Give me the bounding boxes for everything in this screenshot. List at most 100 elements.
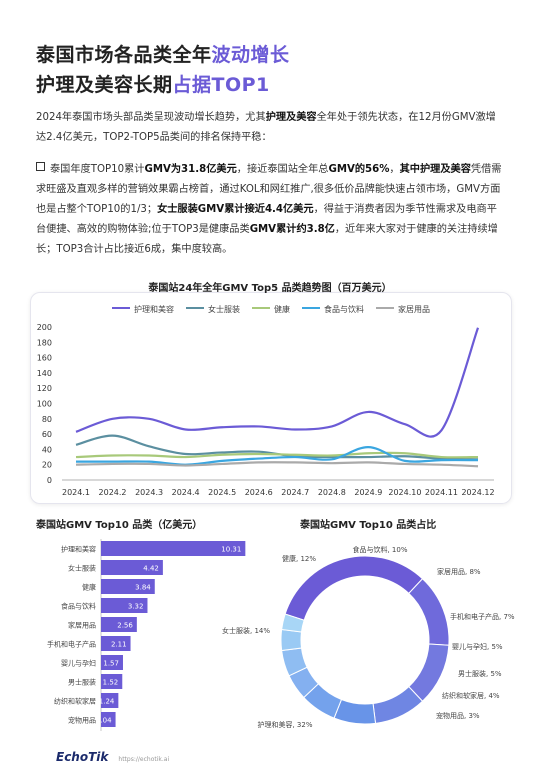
y-tick-label: 140 (37, 369, 52, 378)
y-tick-label: 60 (42, 430, 52, 439)
x-tick-label: 2024.8 (318, 488, 346, 497)
pie-slice-label: 宠物用品, 3% (436, 711, 480, 720)
bullet-bold: 其中护理及美容 (399, 164, 471, 175)
legend-swatch (302, 307, 320, 309)
bullet-bold: GMV累计约3.8亿 (249, 224, 335, 235)
series-line (75, 461, 479, 468)
bar (101, 598, 148, 613)
bar-category-label: 女士服装 (68, 564, 96, 573)
pie-slice-label: 食品与饮料, 10% (352, 545, 407, 554)
bar (101, 541, 246, 556)
pie-slice (408, 578, 450, 646)
bar (101, 636, 131, 651)
bar-value-label: 1.04 (96, 717, 112, 725)
checkbox-icon (36, 162, 45, 171)
legend-item: 女士服装 (186, 305, 240, 314)
y-tick-label: 120 (37, 384, 52, 393)
bullet-bold: GMV的56% (328, 164, 390, 175)
pie-slice-label: 婴儿与孕妇, 5% (452, 642, 503, 651)
legend-item: 食品与饮料 (302, 305, 364, 314)
x-tick-label: 2024.11 (425, 488, 458, 497)
legend-label: 女士服装 (208, 305, 240, 314)
pie-slice (284, 555, 424, 621)
y-tick-label: 80 (42, 415, 52, 424)
bar-category-label: 家居用品 (68, 621, 96, 630)
bar-value-label: 4.42 (143, 565, 159, 573)
legend-swatch (252, 307, 270, 309)
x-tick-label: 2024.3 (135, 488, 163, 497)
bar-value-label: 1.52 (103, 679, 119, 687)
bullet-text: ， (389, 164, 400, 175)
y-tick-label: 0 (47, 476, 52, 485)
pie-slice (281, 613, 305, 633)
y-tick-label: 160 (37, 354, 52, 363)
legend-label: 健康 (274, 305, 290, 314)
title-part-a: 护理及美容长期 (36, 74, 173, 96)
y-tick-label: 180 (37, 338, 52, 347)
y-tick-label: 20 (42, 461, 52, 470)
legend-item: 护理和美容 (112, 305, 174, 314)
bar (101, 617, 137, 632)
x-tick-label: 2024.1 (62, 488, 90, 497)
legend-label: 家居用品 (398, 305, 430, 314)
bar (101, 674, 123, 689)
legend-item: 家居用品 (376, 305, 430, 314)
bar-value-label: 1.57 (103, 660, 119, 668)
x-tick-label: 2024.2 (99, 488, 127, 497)
title-highlight: 波动增长 (211, 44, 290, 66)
legend-swatch (376, 307, 394, 309)
footer-url: https://echotik.ai (118, 756, 170, 763)
pie-slice-label: 家居用品, 8% (437, 567, 481, 576)
bar-value-label: 2.11 (111, 641, 127, 649)
legend-item: 健康 (252, 305, 290, 314)
bar-value-label: 3.84 (135, 584, 151, 592)
bar (101, 655, 123, 670)
legend-swatch (186, 307, 204, 309)
y-tick-label: 200 (37, 323, 52, 332)
x-tick-label: 2024.6 (245, 488, 273, 497)
bar-value-label: 2.56 (117, 622, 133, 630)
bar-value-label: 1.24 (99, 698, 115, 706)
x-tick-label: 2024.5 (208, 488, 236, 497)
bar-category-label: 宠物用品 (68, 716, 96, 725)
line-chart-panel (30, 292, 512, 504)
pie-slice-label: 女士服装, 14% (222, 626, 270, 635)
title-highlight: 占据TOP1 (172, 74, 270, 96)
pie-slice-label: 护理和美容, 32% (257, 720, 312, 729)
bullet-text: 凭借需求旺盛及直观多样的营销效果霸占榜首，通过KOL和网红推广,很多低价品牌能快… (36, 164, 502, 215)
bullet-bold: GMV为31.8亿美元 (144, 164, 237, 175)
series-line (76, 446, 479, 466)
brand-logo: EchoTik (56, 750, 109, 764)
bullet-paragraph: 泰国年度TOP10累计GMV为31.8亿美元，接近泰国站全年总GMV的56%，其… (36, 160, 506, 260)
bar-category-label: 健康 (82, 583, 96, 592)
bar-category-label: 手机和电子产品 (47, 640, 96, 649)
bullet-text: ，得益于消费者因为季节性需求及电商平台便捷、高效的购物体验;位于TOP3是健康品… (36, 204, 497, 235)
pie-slice-label: 健康, 12% (282, 554, 316, 563)
pie-chart-title: 泰国站GMV Top10 品类占比 (300, 520, 437, 531)
y-tick-label: 100 (37, 400, 52, 409)
bar-category-label: 男士服装 (68, 678, 96, 687)
x-tick-label: 2024.9 (354, 488, 382, 497)
bar (101, 712, 116, 727)
bar-value-label: 10.31 (221, 546, 241, 554)
x-tick-label: 2024.7 (281, 488, 309, 497)
intro-bold: 护理及美容 (265, 112, 317, 123)
bar-category-label: 护理和美容 (61, 545, 96, 554)
x-tick-label: 2024.10 (388, 488, 421, 497)
footer-brand: EchoTik https://echotik.ai (56, 750, 169, 764)
bar (101, 560, 163, 575)
bar-category-label: 婴儿与孕妇 (61, 659, 96, 668)
pie-slice-label: 纺织和软家居, 4% (442, 691, 500, 700)
bar (101, 693, 119, 708)
bullet-text: ，接近泰国站全年总 (236, 164, 329, 175)
legend-label: 护理和美容 (134, 305, 174, 314)
pie-slice-label: 男士服装, 5% (458, 669, 502, 678)
x-tick-label: 2024.12 (461, 488, 494, 497)
series-line (75, 451, 479, 459)
intro-text: 全年处于领先状态，在12月份GMV激增达2.4亿美元，TOP2-TOP5品类间的… (36, 112, 496, 143)
legend-swatch (112, 307, 130, 309)
y-tick-label: 40 (42, 445, 52, 454)
bar (101, 579, 155, 594)
line-chart-legend: 护理和美容 女士服装 健康 食品与饮料 家居用品 (112, 304, 442, 315)
